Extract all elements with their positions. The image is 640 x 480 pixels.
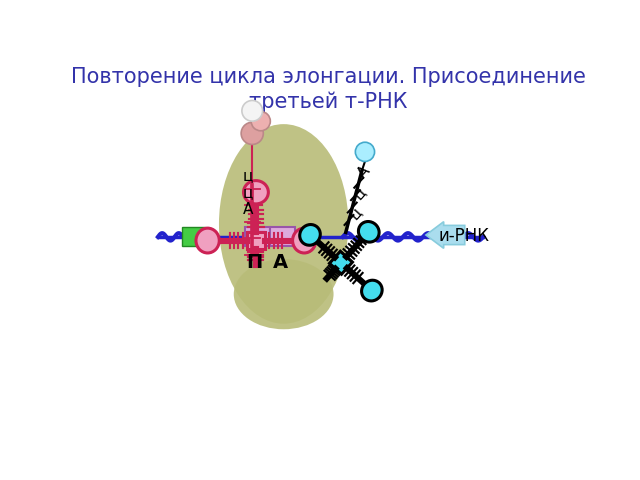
Text: А: А — [273, 253, 288, 272]
Bar — [245, 227, 270, 246]
Text: ц: ц — [243, 168, 253, 183]
Text: П: П — [246, 253, 263, 272]
Circle shape — [241, 122, 263, 144]
Polygon shape — [247, 232, 265, 250]
Text: А: А — [243, 202, 253, 216]
Text: ц: ц — [350, 184, 369, 202]
Circle shape — [355, 142, 374, 161]
Ellipse shape — [300, 225, 320, 245]
Ellipse shape — [196, 228, 220, 253]
Ellipse shape — [358, 221, 379, 242]
Text: ц: ц — [346, 204, 364, 222]
Ellipse shape — [219, 124, 348, 324]
Text: и-РНК: и-РНК — [439, 227, 490, 245]
Ellipse shape — [243, 180, 268, 204]
Polygon shape — [330, 251, 353, 274]
FancyArrow shape — [426, 222, 465, 248]
Ellipse shape — [292, 228, 316, 253]
Circle shape — [251, 111, 270, 131]
Circle shape — [242, 100, 262, 121]
Ellipse shape — [234, 259, 333, 329]
Text: Повторение цикла элонгации. Присоединение
третьей т-РНК: Повторение цикла элонгации. Присоединени… — [70, 67, 586, 112]
Bar — [270, 227, 295, 246]
Text: А: А — [355, 164, 373, 181]
Text: ц: ц — [243, 185, 253, 200]
Bar — [182, 227, 205, 246]
Ellipse shape — [362, 280, 382, 301]
